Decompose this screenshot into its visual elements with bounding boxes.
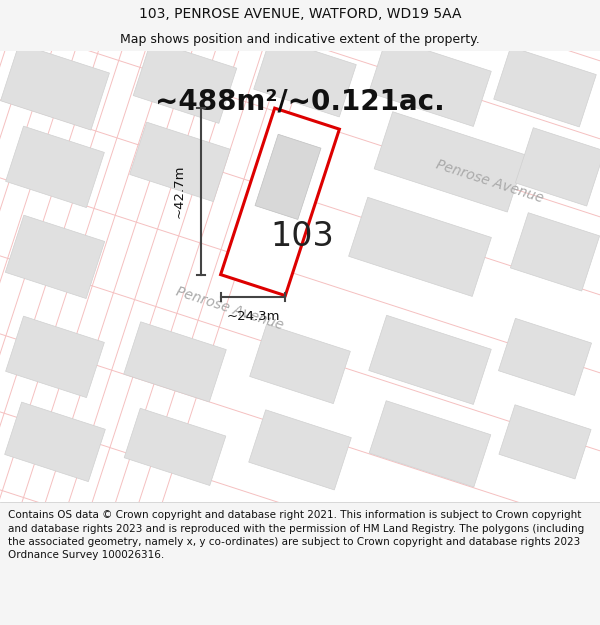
Polygon shape — [124, 322, 226, 402]
Polygon shape — [515, 127, 600, 206]
Polygon shape — [499, 318, 592, 396]
Polygon shape — [369, 401, 491, 487]
Polygon shape — [349, 198, 491, 296]
Polygon shape — [499, 405, 591, 479]
Polygon shape — [250, 324, 350, 404]
Polygon shape — [249, 410, 351, 490]
Polygon shape — [221, 108, 340, 296]
Polygon shape — [124, 408, 226, 486]
Text: 103, PENROSE AVENUE, WATFORD, WD19 5AA: 103, PENROSE AVENUE, WATFORD, WD19 5AA — [139, 8, 461, 21]
Text: 103: 103 — [270, 221, 334, 253]
Polygon shape — [374, 112, 526, 212]
Polygon shape — [5, 126, 104, 208]
Text: ~24.3m: ~24.3m — [226, 309, 280, 322]
Polygon shape — [511, 213, 599, 291]
Text: Map shows position and indicative extent of the property.: Map shows position and indicative extent… — [120, 34, 480, 46]
Polygon shape — [5, 402, 106, 482]
Polygon shape — [5, 316, 104, 398]
Polygon shape — [369, 315, 491, 404]
Polygon shape — [255, 134, 321, 219]
Polygon shape — [1, 44, 109, 130]
Text: Penrose Avenue: Penrose Avenue — [434, 158, 545, 206]
Text: ~488m²/~0.121ac.: ~488m²/~0.121ac. — [155, 88, 445, 116]
Polygon shape — [369, 38, 491, 126]
Text: ~42.7m: ~42.7m — [172, 164, 185, 218]
Polygon shape — [494, 47, 596, 127]
Polygon shape — [254, 37, 356, 117]
Polygon shape — [133, 41, 237, 123]
Polygon shape — [5, 215, 104, 299]
Polygon shape — [0, 51, 600, 502]
Text: Penrose Avenue: Penrose Avenue — [175, 285, 286, 333]
Text: Contains OS data © Crown copyright and database right 2021. This information is : Contains OS data © Crown copyright and d… — [8, 511, 584, 560]
Polygon shape — [130, 122, 230, 202]
